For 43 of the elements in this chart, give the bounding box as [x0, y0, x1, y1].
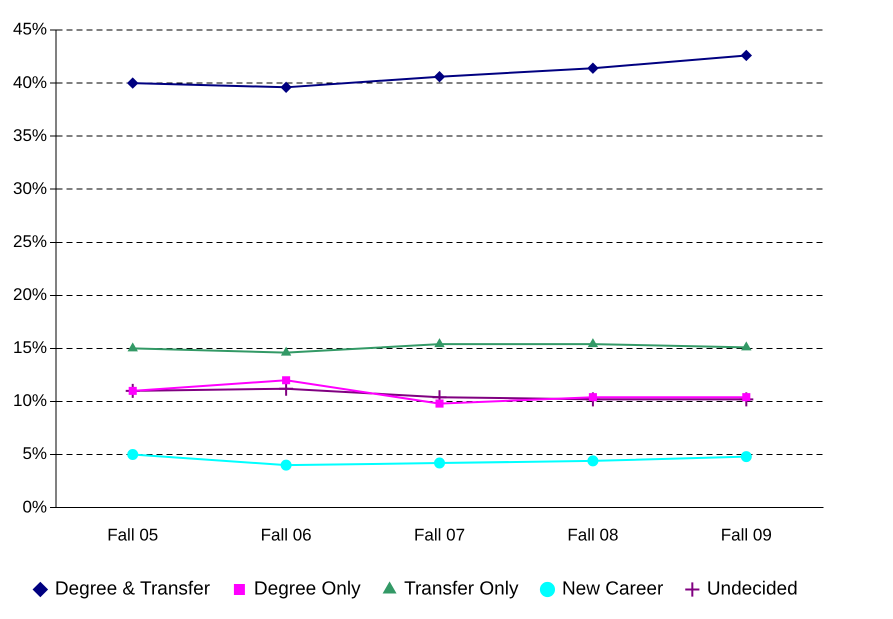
x-tick-label: Fall 06	[260, 525, 312, 544]
x-tick-label: Fall 07	[414, 525, 466, 544]
legend-label: Transfer Only	[404, 578, 519, 600]
legend-label: Degree Only	[254, 578, 362, 600]
point	[434, 338, 444, 348]
point	[280, 82, 292, 93]
point	[280, 460, 292, 471]
point	[587, 455, 598, 466]
point	[584, 391, 601, 408]
point	[740, 451, 752, 462]
y-tick-label: 30%	[12, 178, 48, 198]
y-tick-label: 0%	[22, 497, 48, 516]
y-tick-label: 40%	[12, 72, 48, 92]
point	[434, 458, 446, 469]
point	[282, 376, 290, 384]
y-tick-label: 25%	[12, 232, 48, 251]
y-tick-label: 15%	[12, 338, 48, 358]
legend-label: Degree & Transfer	[54, 578, 211, 600]
point	[127, 449, 138, 460]
point	[128, 386, 137, 395]
point	[588, 338, 598, 348]
point	[741, 342, 752, 350]
point	[124, 382, 141, 399]
y-tick-label: 35%	[12, 126, 48, 145]
point	[128, 342, 138, 352]
legend-label: Undecided	[706, 578, 798, 600]
point	[742, 393, 750, 402]
point	[435, 400, 444, 408]
point	[738, 391, 754, 408]
point	[587, 62, 598, 74]
point	[740, 50, 752, 61]
x-tick-label: Fall 05	[107, 525, 158, 544]
point	[588, 393, 597, 402]
y-tick-label: 10%	[12, 391, 48, 410]
y-tick-label: 5%	[22, 444, 48, 464]
legend-label: New Career	[562, 578, 664, 600]
point	[434, 71, 446, 82]
point	[127, 78, 138, 89]
x-tick-label: Fall 09	[720, 525, 772, 544]
y-tick-label: 45%	[12, 20, 48, 39]
point	[281, 347, 291, 356]
x-tick-label: Fall 08	[567, 525, 618, 544]
y-tick-label: 20%	[12, 285, 48, 304]
